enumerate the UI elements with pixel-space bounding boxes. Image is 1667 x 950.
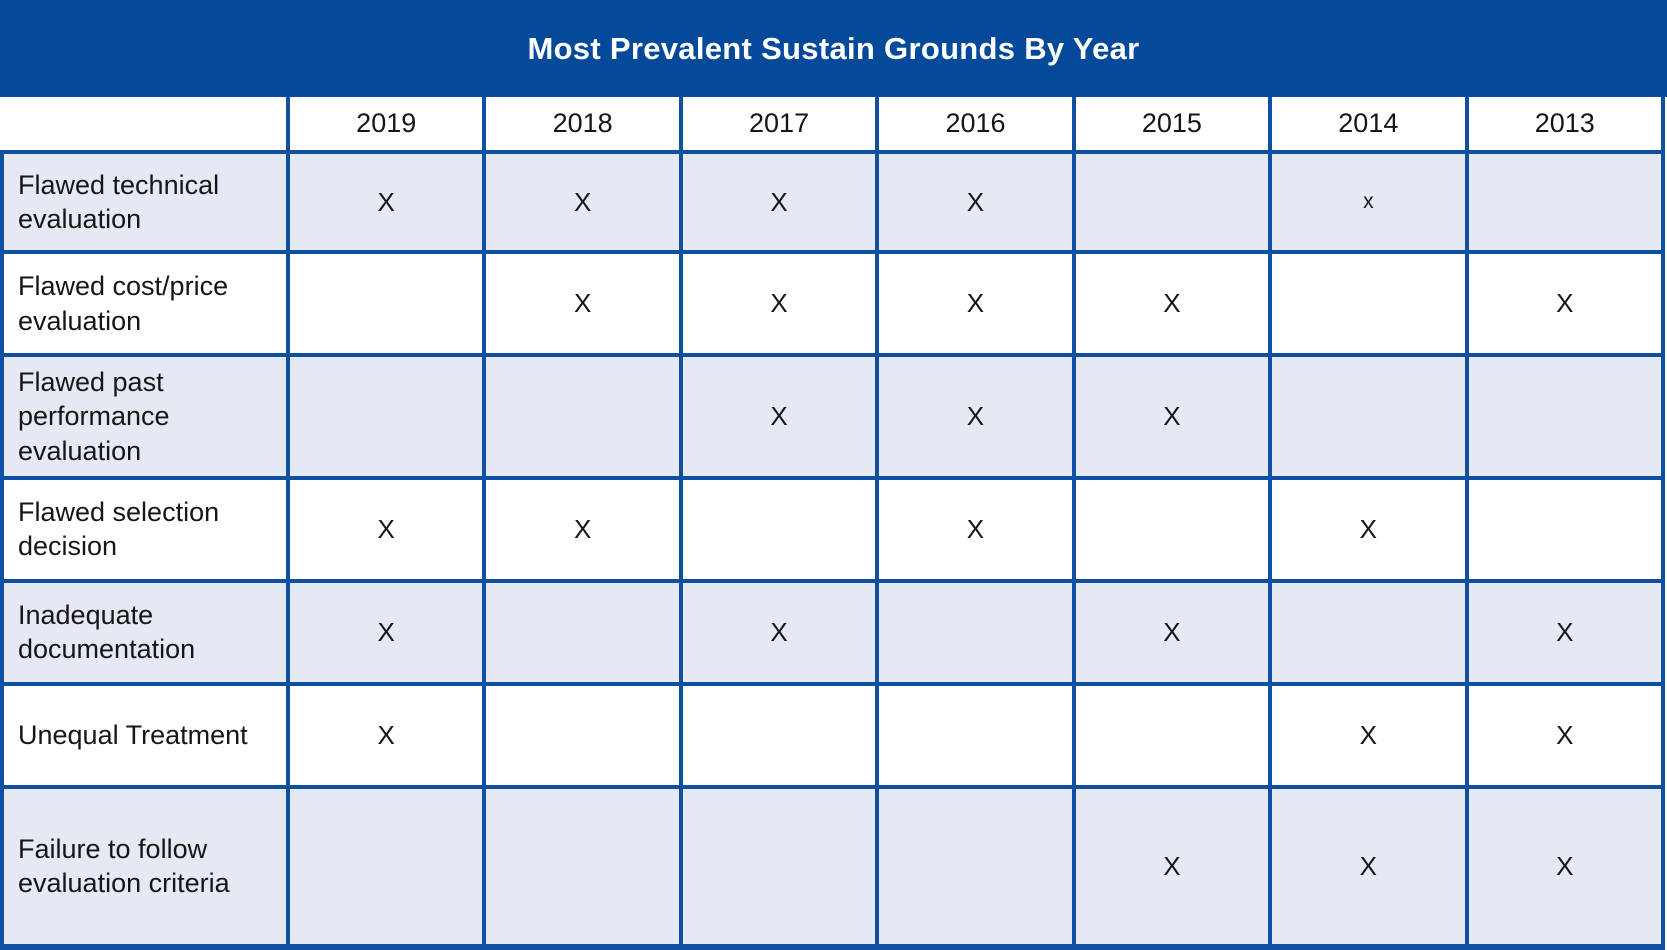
mark-cell-2013: X: [1464, 681, 1666, 789]
mark-cell-2019: X: [285, 681, 487, 789]
mark-cell-2016: X: [875, 250, 1076, 357]
mark-cell-2015: [1071, 475, 1273, 583]
mark-cell-2013: [1464, 353, 1666, 480]
mark-cell-2013: X: [1464, 784, 1666, 950]
mark-cell-2018: [482, 784, 683, 950]
mark-cell-2016: [875, 578, 1076, 686]
mark-cell-2017: X: [678, 150, 880, 254]
year-header-2015: 2015: [1071, 97, 1273, 154]
row-label: Failure to follow evaluation criteria: [0, 784, 290, 950]
mark-cell-2013: X: [1464, 250, 1666, 357]
mark-cell-2013: X: [1464, 578, 1666, 686]
mark-cell-2015: [1071, 681, 1273, 789]
row-label: Inadequate documentation: [0, 578, 290, 686]
mark-cell-2017: X: [678, 353, 880, 480]
mark-cell-2019: [285, 250, 487, 357]
year-header-row: 2019 2018 2017 2016 2015 2014 2013: [2, 97, 1666, 154]
year-header-2018: 2018: [482, 97, 683, 154]
mark-cell-2014: [1268, 353, 1469, 480]
mark-cell-2019: X: [285, 475, 487, 583]
mark-cell-2015: X: [1071, 578, 1273, 686]
mark-cell-2015: X: [1071, 784, 1273, 950]
mark-cell-2014: x: [1268, 150, 1469, 254]
mark-cell-2018: [482, 353, 683, 480]
year-header-2014: 2014: [1268, 97, 1469, 154]
table-row: Failure to follow evaluation criteria X X X: [0, 784, 1666, 950]
table-row: Flawed past performance evaluation X X X: [0, 353, 1666, 480]
mark-cell-2017: [678, 784, 880, 950]
year-header-2017: 2017: [678, 97, 880, 154]
mark-cell-2014: X: [1268, 681, 1469, 789]
mark-cell-2019: [285, 784, 487, 950]
mark-cell-2016: [875, 784, 1076, 950]
table-header-row: 2019 2018 2017 2016 2015 2014 2013: [2, 97, 1666, 154]
mark-cell-2013: [1464, 475, 1666, 583]
row-label: Flawed technical evaluation: [0, 150, 290, 254]
mark-cell-2018: X: [482, 250, 683, 357]
mark-cell-2016: X: [875, 353, 1076, 480]
year-header-2016: 2016: [875, 97, 1076, 154]
mark-cell-2019: X: [285, 150, 487, 254]
corner-cell: [2, 97, 290, 154]
mark-cell-2018: [482, 681, 683, 789]
row-label: Flawed past performance evaluation: [0, 353, 290, 480]
mark-cell-2014: [1268, 250, 1469, 357]
title-band: Most Prevalent Sustain Grounds By Year: [0, 0, 1667, 97]
mark-cell-2017: X: [678, 578, 880, 686]
mark-cell-2019: X: [285, 578, 487, 686]
row-label: Flawed cost/price evaluation: [0, 250, 290, 357]
mark-cell-2013: [1464, 150, 1666, 254]
mark-cell-2016: X: [875, 475, 1076, 583]
mark-cell-2016: X: [875, 150, 1076, 254]
mark-cell-2018: [482, 578, 683, 686]
mark-cell-2017: X: [678, 250, 880, 357]
mark-cell-2014: X: [1268, 475, 1469, 583]
mark-cell-2017: [678, 475, 880, 583]
row-label: Unequal Treatment: [0, 681, 290, 789]
mark-cell-2016: [875, 681, 1076, 789]
mark-cell-2015: X: [1071, 353, 1273, 480]
mark-cell-2014: [1268, 578, 1469, 686]
year-header-2019: 2019: [285, 97, 487, 154]
mark-cell-2019: [285, 353, 487, 480]
table-row: Inadequate documentation X X X X: [0, 578, 1666, 686]
mark-cell-2015: X: [1071, 250, 1273, 357]
mark-cell-2014: X: [1268, 784, 1469, 950]
table-row: Unequal Treatment X X X: [0, 681, 1666, 789]
mark-cell-2015: [1071, 150, 1273, 254]
row-label: Flawed selection decision: [0, 475, 290, 583]
sustain-grounds-table: 2019 2018 2017 2016 2015 2014 2013 Flawed tech…: [0, 97, 1666, 950]
chart-title: Most Prevalent Sustain Grounds By Year: [527, 30, 1140, 66]
mark-cell-2017: [678, 681, 880, 789]
mark-cell-2018: X: [482, 150, 683, 254]
table-row: Flawed cost/price evaluation X X X X X: [0, 250, 1666, 357]
year-header-2013: 2013: [1464, 97, 1666, 154]
mark-cell-2018: X: [482, 475, 683, 583]
table-row: Flawed selection decision X X X X: [0, 475, 1666, 583]
